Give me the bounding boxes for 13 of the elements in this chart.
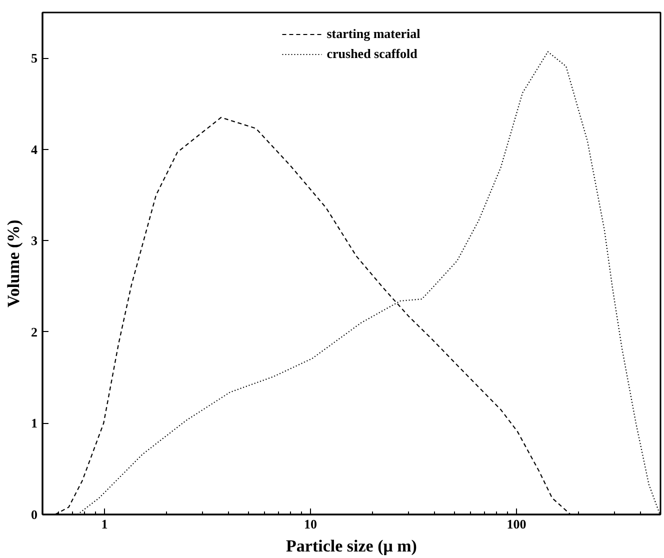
y-tick-label: 1 bbox=[31, 416, 38, 431]
x-tick-label: 100 bbox=[506, 516, 526, 532]
y-tick-label: 3 bbox=[31, 233, 38, 248]
legend-label: starting material bbox=[326, 26, 420, 42]
legend-label: crushed scaffold bbox=[326, 46, 418, 62]
x-tick-label: 1 bbox=[101, 516, 108, 532]
y-axis-title: Volume (%) bbox=[4, 220, 23, 308]
x-tick-label: 10 bbox=[304, 516, 318, 532]
y-tick-label: 0 bbox=[31, 507, 38, 522]
y-tick-label: 5 bbox=[31, 50, 38, 66]
y-tick-label: 4 bbox=[31, 142, 38, 157]
x-axis-title: Particle size (μ m) bbox=[286, 536, 417, 556]
y-tick-label: 2 bbox=[31, 324, 38, 340]
